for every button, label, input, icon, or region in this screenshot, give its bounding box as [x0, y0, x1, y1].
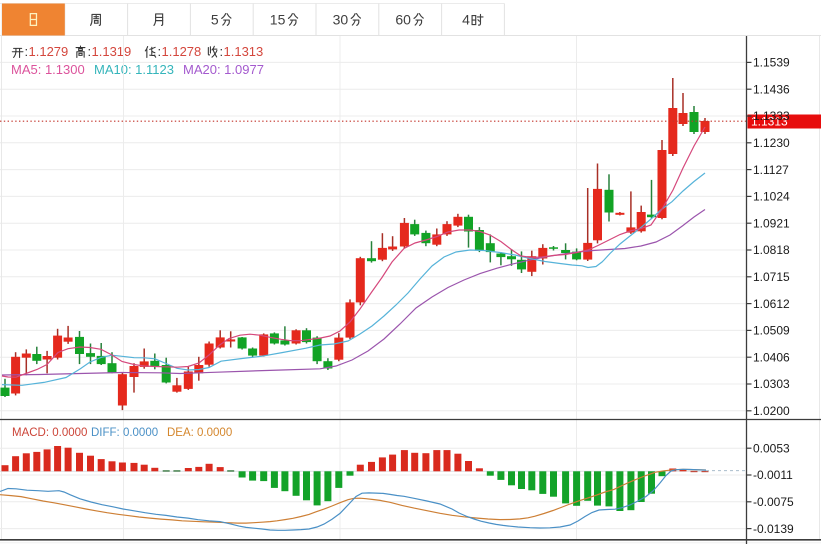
- svg-text:DIFF: 0.0000: DIFF: 0.0000: [91, 427, 158, 439]
- svg-text:-0.0139: -0.0139: [753, 522, 794, 536]
- svg-text:MACD: 0.0000: MACD: 0.0000: [12, 427, 87, 439]
- svg-text:-0.0011: -0.0011: [753, 468, 793, 482]
- svg-text:5: 5: [211, 12, 219, 28]
- svg-text:1.0406: 1.0406: [753, 350, 790, 364]
- svg-text:30: 30: [333, 12, 349, 28]
- svg-text:1.1278: 1.1278: [162, 44, 202, 59]
- svg-text:0.0053: 0.0053: [753, 441, 790, 455]
- svg-text:4: 4: [462, 12, 470, 28]
- svg-text:1.1024: 1.1024: [753, 190, 790, 204]
- svg-text:1.1313: 1.1313: [224, 44, 264, 59]
- svg-text:1.1230: 1.1230: [753, 136, 790, 150]
- svg-text:1.1279: 1.1279: [29, 44, 69, 59]
- svg-text:DEA: 0.0000: DEA: 0.0000: [167, 427, 232, 439]
- svg-text:1.1539: 1.1539: [753, 56, 790, 70]
- svg-text:1.0715: 1.0715: [753, 270, 790, 284]
- svg-text:MA10: 1.1123: MA10: 1.1123: [94, 62, 174, 77]
- svg-text:1.0509: 1.0509: [753, 324, 790, 338]
- svg-text:15: 15: [270, 12, 286, 28]
- svg-text:1.0303: 1.0303: [753, 377, 790, 391]
- svg-text:1.0818: 1.0818: [753, 243, 790, 257]
- svg-text:1.1127: 1.1127: [753, 163, 789, 177]
- svg-text:1.0921: 1.0921: [753, 216, 790, 230]
- svg-text:1.0200: 1.0200: [753, 404, 790, 418]
- svg-text:MA5: 1.1300: MA5: 1.1300: [11, 62, 85, 77]
- svg-text:1.1319: 1.1319: [92, 44, 132, 59]
- svg-text:1.0612: 1.0612: [753, 297, 790, 311]
- svg-text:MA20: 1.0977: MA20: 1.0977: [183, 62, 264, 77]
- svg-text:1.1436: 1.1436: [753, 82, 790, 96]
- svg-text:1.1333: 1.1333: [753, 109, 790, 123]
- svg-text:-0.0075: -0.0075: [753, 495, 794, 509]
- svg-text:60: 60: [395, 12, 411, 28]
